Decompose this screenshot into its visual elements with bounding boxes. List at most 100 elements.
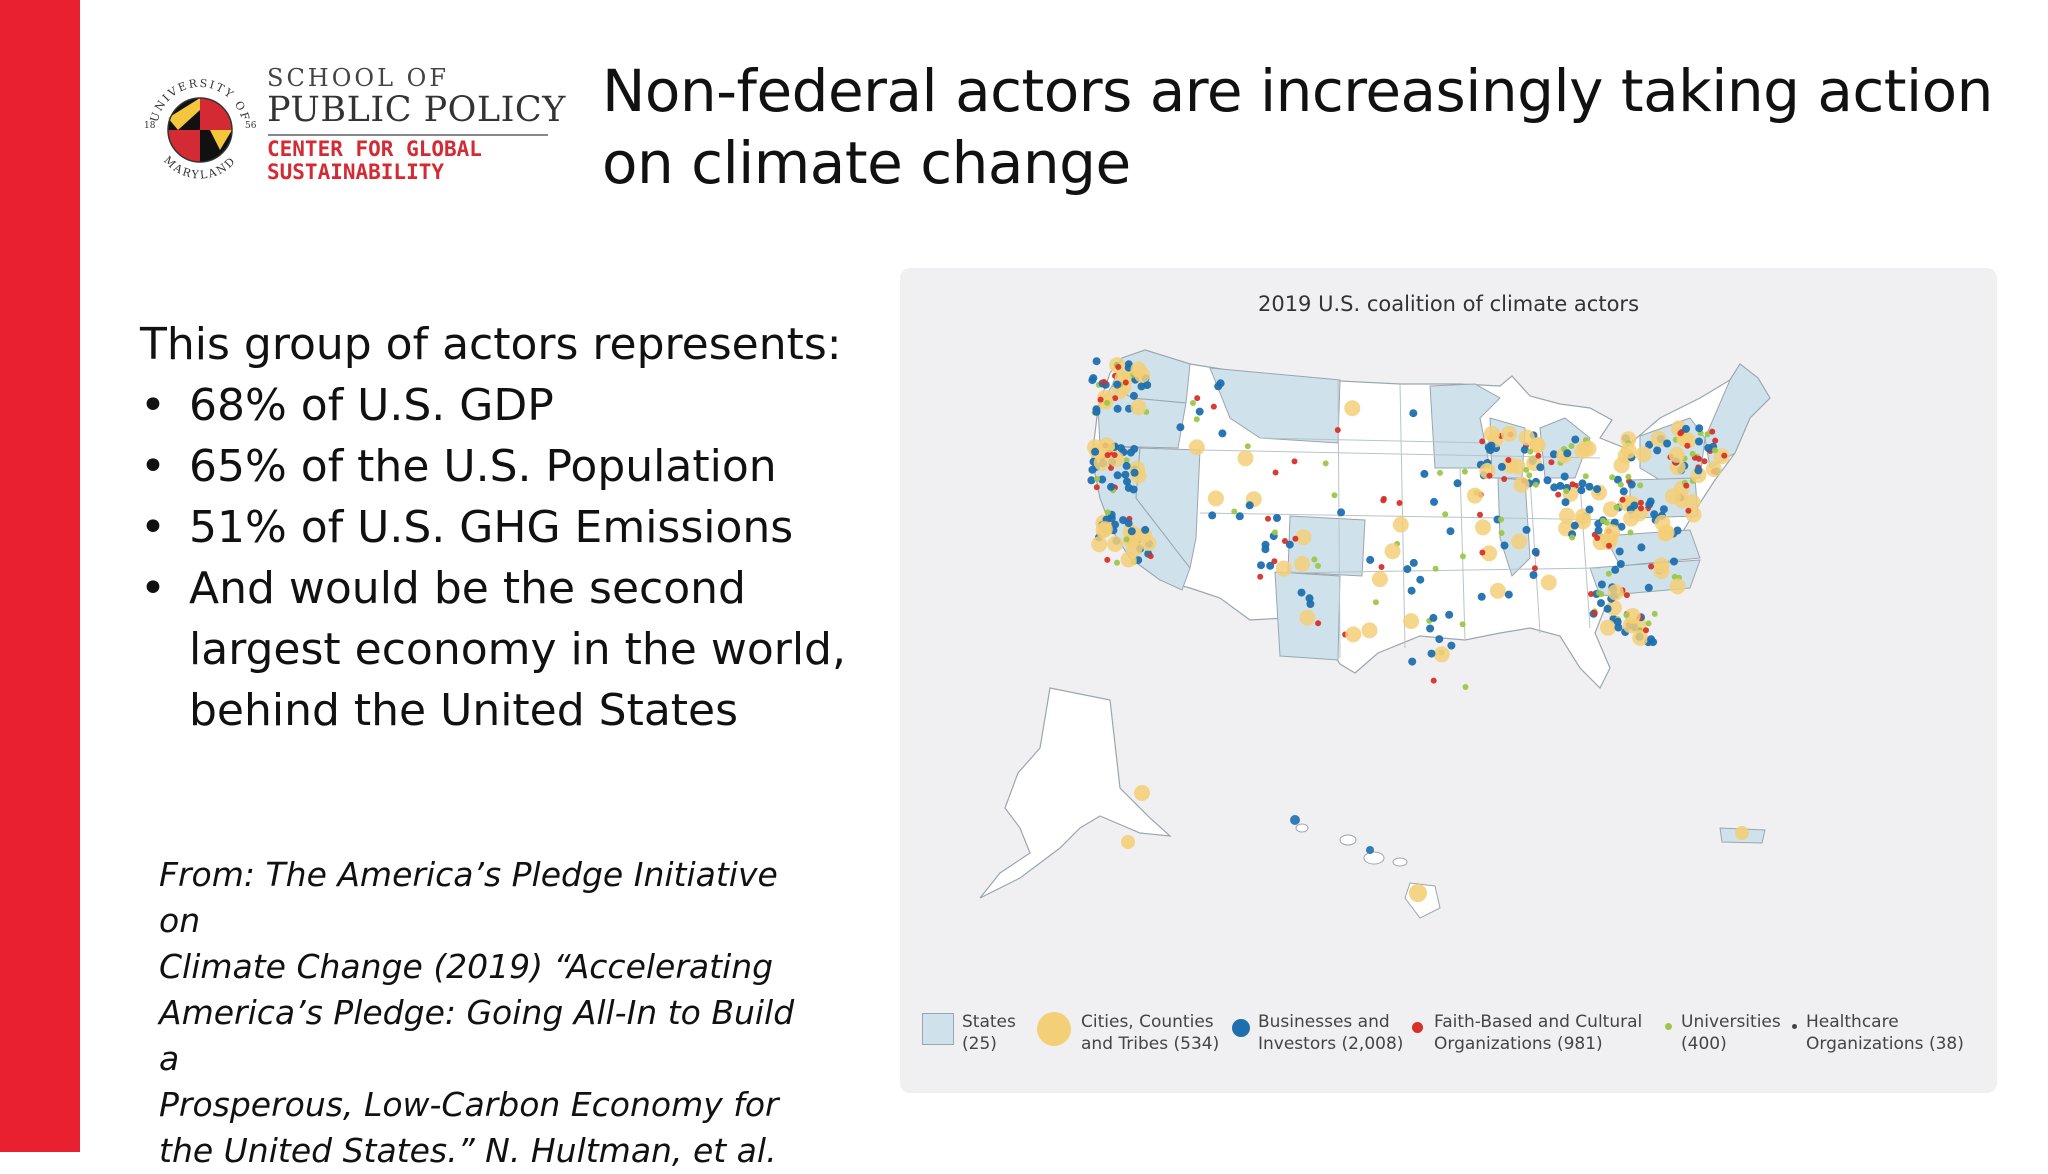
actor-marker [1437,469,1443,476]
actor-marker [1611,565,1620,574]
seal-year-right: 56 [245,121,257,131]
actor-marker [1685,507,1692,514]
actor-marker [1712,437,1719,444]
actor-marker [1266,561,1275,570]
actor-marker [1257,573,1264,580]
actor-marker [1613,617,1622,626]
actor-marker [1483,425,1500,442]
actor-marker [1107,536,1124,552]
actor-marker [1371,571,1388,588]
actor-marker [1500,541,1509,550]
actor-marker [1291,458,1298,465]
actor-marker [1122,461,1131,470]
actor-marker [1216,379,1225,388]
actor-marker [1334,427,1341,433]
actor-marker [1176,423,1185,432]
actor-marker [1265,515,1271,522]
actor-marker [1111,452,1118,458]
actor-marker [1607,584,1624,601]
actor-marker [1704,431,1711,438]
actor-marker [1446,527,1455,536]
actor-marker [1432,565,1439,572]
citation-line: America’s Pledge: Going All-In to Build … [159,993,795,1078]
actor-marker [1712,447,1718,454]
actor-marker [1104,452,1111,459]
actor-marker [1585,482,1594,491]
map-legend: States (25) Cities, Counties and Tribes … [922,1003,1982,1063]
legend-count: Organizations (981) [1434,1034,1603,1054]
actor-marker [1560,472,1569,481]
actor-marker [1529,437,1546,454]
actor-marker [1643,627,1649,634]
actor-marker [1235,512,1244,521]
actor-marker [1673,492,1690,509]
actor-marker [1486,472,1493,479]
bullet-item: 68% of U.S. GDP [140,375,900,436]
actor-marker [1462,684,1469,690]
actor-marker [1505,457,1512,463]
actor-marker [1535,452,1542,459]
actor-marker [1489,582,1506,599]
actor-marker [1501,476,1508,482]
actor-marker [1683,482,1690,489]
actor-marker [1380,497,1387,504]
actor-marker [1637,543,1646,552]
actor-marker [1561,498,1570,507]
actor-marker [1593,485,1602,494]
actor-marker [1420,469,1429,478]
actor-marker [1615,547,1624,556]
actor-marker [1532,481,1539,488]
actor-marker [1299,609,1316,626]
actor-marker [1585,505,1594,514]
actor-marker [1594,526,1603,535]
actor-marker [1701,458,1708,465]
legend-label: States [962,1012,1016,1032]
actor-marker [1638,505,1644,512]
actor-marker [1130,361,1147,378]
actor-marker [1208,511,1217,520]
slide-title: Non-federal actors are increasingly taki… [602,55,2002,199]
logo-center-line2: SUSTAINABILITY [267,160,445,184]
actor-marker [1563,488,1570,495]
actor-marker [1245,501,1254,510]
actor-marker [1523,466,1530,473]
actor-marker [1705,461,1722,477]
actor-marker [1344,400,1361,417]
logo-divider [268,134,548,136]
actor-marker [1548,459,1555,466]
actor-marker [1123,536,1130,543]
actor-marker [1129,391,1138,400]
actor-marker [1735,826,1749,840]
actor-marker [1430,677,1437,684]
actor-marker [1403,565,1412,574]
legend-count: (25) [962,1034,997,1054]
actor-marker [1559,507,1575,524]
actor-marker [1689,450,1696,457]
actor-marker [1115,364,1122,370]
actor-marker [1193,416,1200,423]
actor-marker [1409,409,1418,418]
actor-marker [1435,635,1444,644]
actor-marker [1122,379,1129,386]
alaska-shape [979,687,1172,899]
actor-marker [1522,525,1531,534]
actor-marker [1130,399,1147,416]
actor-marker [1604,524,1620,541]
seal-year-left: 18 [144,121,156,131]
actor-marker [1093,484,1100,491]
actor-marker [1137,382,1146,391]
legend-dot-icon [1232,1019,1250,1037]
actor-marker [1285,540,1294,549]
citation-line: the United States.” N. Hultman, et al. [159,1131,777,1170]
actor-marker [1651,610,1658,617]
bullet-item: And would be the second largest economy … [140,558,849,741]
citation-line: Climate Change (2019) “Accelerating [159,947,774,986]
actor-marker [1619,496,1626,503]
actor-marker [1475,519,1491,536]
actor-marker [1275,560,1292,577]
actor-marker [1603,519,1610,526]
actor-marker [1582,473,1589,480]
actor-marker [1442,511,1449,518]
actor-marker [1597,599,1605,608]
actor-marker [1669,578,1686,595]
